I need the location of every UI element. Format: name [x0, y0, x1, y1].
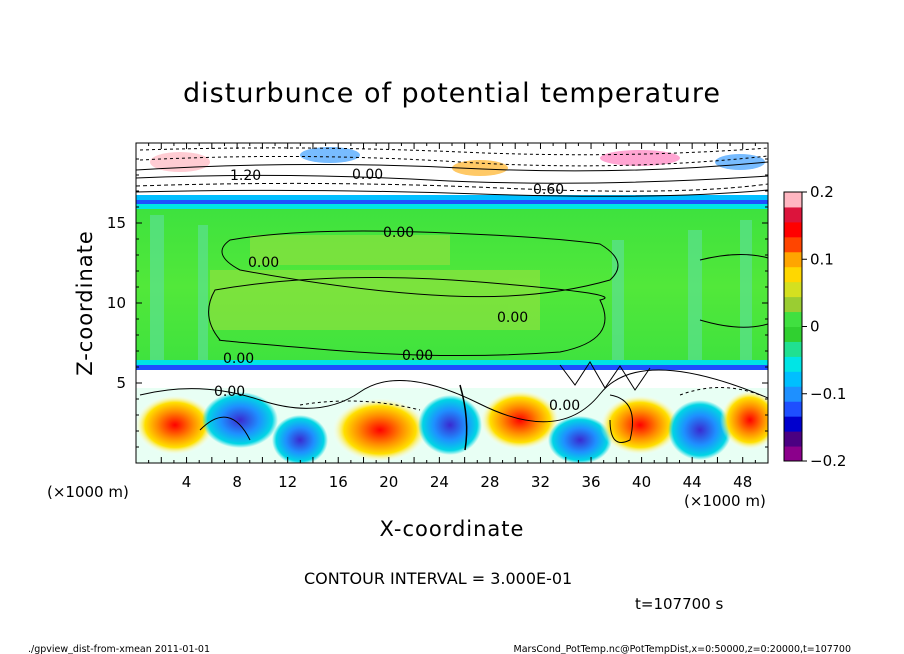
- colorbar-segment: [784, 251, 802, 268]
- turbulent-blobs: [136, 390, 768, 463]
- colorbar-segment: [784, 356, 802, 372]
- colorbar-segment: [784, 326, 802, 342]
- x-tick-label: 32: [531, 473, 550, 491]
- cyan-plumes: [150, 215, 752, 365]
- x-tick-label: 48: [733, 473, 752, 491]
- yellow-patches: [210, 235, 540, 330]
- colorbar-tick-label: 0: [810, 318, 820, 336]
- x-axis: 4 8 12 16 20 24 28 32 36 40 44 48: [148, 143, 756, 491]
- colorbar-segment: [784, 416, 802, 432]
- x-unit-label-right: (×1000 m): [684, 492, 766, 510]
- colorbar-segment: [784, 371, 802, 387]
- x-tick-label: 8: [232, 473, 242, 491]
- chart-title: disturbunce of potential temperature: [183, 78, 721, 109]
- upper-blue-band: [136, 200, 768, 204]
- x-tick-label: 24: [430, 473, 449, 491]
- colorbar-segment: [784, 446, 802, 462]
- y-tick-label: 15: [107, 214, 126, 232]
- contour-labels: 1.20 0.00 0.60 0.00 0.00 0.00 0.00 0.00 …: [214, 167, 580, 414]
- plot-area: [136, 143, 768, 463]
- x-tick-label: 36: [581, 473, 600, 491]
- colorbar-tick-label: −0.2: [810, 452, 846, 470]
- colorbar-segment: [784, 206, 802, 223]
- contour-label: 0.00: [497, 310, 528, 326]
- x-tick-label: 40: [632, 473, 651, 491]
- contour-label: 0.00: [248, 255, 279, 271]
- x-tick-label: 44: [683, 473, 702, 491]
- x-tick-label: 20: [379, 473, 398, 491]
- y-tick-label: 5: [116, 374, 126, 392]
- contour-label: 0.00: [549, 398, 580, 414]
- negative-contours: [139, 147, 768, 411]
- contour-label: 1.20: [230, 168, 261, 184]
- colorbar-segment: [784, 296, 802, 313]
- x-tick-label: 4: [182, 473, 192, 491]
- contour-label: 0.00: [402, 348, 433, 364]
- contour-interval: CONTOUR INTERVAL = 3.000E-01: [304, 569, 572, 588]
- contour-label: 0.00: [223, 351, 254, 367]
- colorbar-tick-label: 0.2: [810, 183, 834, 201]
- colorbar-segment: [784, 266, 802, 283]
- colorbar-segment: [784, 386, 802, 402]
- colorbar-tick-label: −0.1: [810, 385, 846, 403]
- x-tick-label: 12: [278, 473, 297, 491]
- colorbar: 0.2 0.1 0 −0.1 −0.2: [783, 183, 846, 470]
- contour-label: 0.00: [214, 384, 245, 400]
- colorbar-segment: [784, 192, 802, 208]
- colorbar-tick-label: 0.1: [810, 250, 834, 268]
- contour-label: 0.00: [383, 225, 414, 241]
- time-label: t=107700 s: [635, 595, 723, 613]
- colorbar-segment: [784, 311, 802, 327]
- contour-label: 0.60: [533, 182, 564, 198]
- footer-left: ./gpview_dist-from-xmean 2011-01-01: [28, 644, 210, 654]
- contour-label: 0.00: [352, 167, 383, 183]
- colorbar-segment: [784, 236, 802, 253]
- y-axis: 5 10 15: [107, 158, 768, 448]
- lower-blue-band: [136, 365, 768, 370]
- colorbar-segment: [784, 341, 802, 357]
- x-unit-label: (×1000 m): [47, 483, 129, 501]
- contour-lines: [136, 161, 768, 451]
- y-axis-label: Z-coordinate: [73, 230, 97, 376]
- y-tick-label: 10: [107, 294, 126, 312]
- colorbar-segment: [784, 281, 802, 298]
- colorbar-segment: [784, 431, 802, 447]
- footer-right: MarsCond_PotTemp.nc@PotTempDist,x=0:5000…: [514, 644, 851, 654]
- colorbar-segment: [784, 221, 802, 238]
- colorbar-segment: [784, 401, 802, 417]
- lower-teal-band: [136, 360, 768, 365]
- x-tick-label: 16: [329, 473, 348, 491]
- x-axis-label: X-coordinate: [380, 517, 525, 541]
- upper-cyan-band: [136, 195, 768, 200]
- upper-teal-band: [136, 204, 768, 209]
- lower-white-band: [136, 370, 768, 388]
- x-tick-label: 28: [480, 473, 499, 491]
